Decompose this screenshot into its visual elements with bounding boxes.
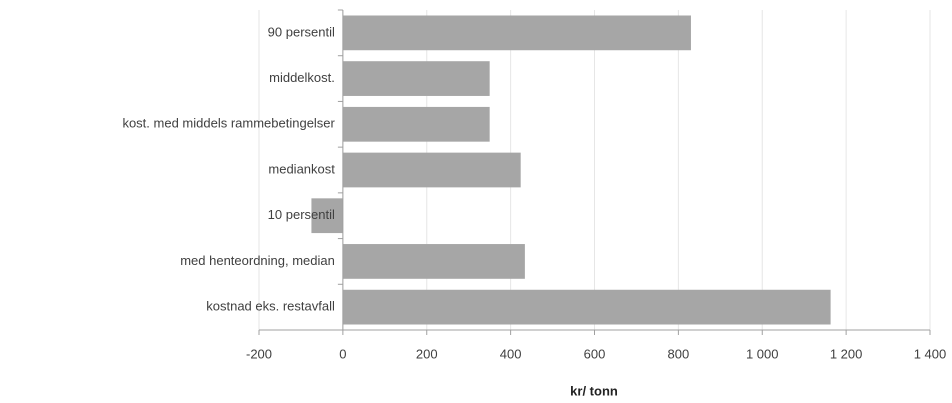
bar [342, 289, 831, 325]
x-tick-label: 400 [500, 346, 522, 361]
x-axis-title: kr/ tonn [570, 383, 618, 398]
x-tick-label: -200 [246, 346, 272, 361]
x-tick-label: 1 000 [746, 346, 779, 361]
y-tick-label: kost. med middels rammebetingelser [122, 116, 335, 131]
y-tick-label: kostnad eks. restavfall [206, 299, 335, 314]
bar [342, 244, 525, 279]
bar [342, 106, 490, 142]
y-tick-label: 10 persentil [268, 207, 335, 222]
y-tick-label: 90 persentil [268, 24, 335, 39]
x-tick-label: 1 400 [914, 346, 947, 361]
bar [342, 15, 691, 51]
bar [342, 61, 490, 96]
x-tick-label: 800 [668, 346, 690, 361]
y-tick-label: mediankost [268, 161, 335, 176]
x-tick-label: 1 200 [830, 346, 863, 361]
bar [311, 198, 343, 234]
y-tick-label: med henteordning, median [180, 253, 335, 268]
x-tick-label: 0 [339, 346, 346, 361]
bar [342, 152, 521, 188]
y-tick-label: middelkost. [269, 70, 335, 85]
x-tick-label: 600 [584, 346, 606, 361]
x-tick-label: 200 [416, 346, 438, 361]
